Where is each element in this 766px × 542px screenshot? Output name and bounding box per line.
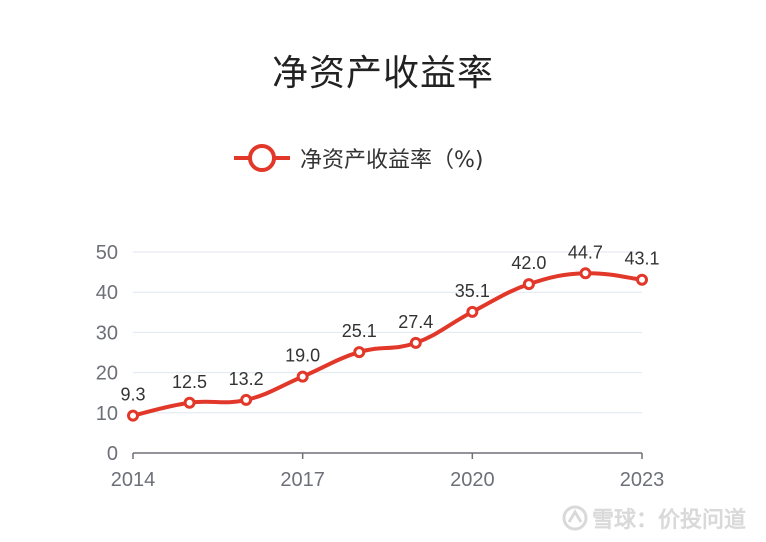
y-tick-label-30: 30 (96, 322, 118, 344)
chart-title: 净资产收益率 (271, 53, 494, 94)
x-tick-label-2017: 2017 (280, 469, 325, 491)
data-label-2016: 13.2 (229, 369, 264, 389)
legend-label: 净资产收益率（%) (300, 148, 484, 173)
data-label-2019: 27.4 (398, 312, 433, 332)
data-label-2014: 9.3 (120, 385, 145, 405)
data-point-2020 (466, 305, 479, 318)
data-point-2021 (522, 278, 535, 291)
data-point-2016 (240, 393, 253, 406)
legend-line-marker-icon (234, 144, 290, 172)
data-point-2019 (409, 336, 422, 349)
data-label-2018: 25.1 (342, 321, 377, 341)
data-label-2023: 43.1 (624, 249, 659, 269)
data-label-2021: 42.0 (511, 253, 546, 273)
data-point-2022 (579, 267, 592, 280)
series-line (132, 271, 643, 418)
y-tick-label-10: 10 (96, 403, 118, 425)
data-point-2018 (353, 346, 366, 359)
x-tick-label-2014: 2014 (111, 469, 156, 491)
data-label-2020: 35.1 (455, 281, 490, 301)
y-tick-label-40: 40 (96, 282, 118, 304)
x-tick-label-2023: 2023 (620, 469, 665, 491)
y-tick-label-50: 50 (96, 242, 118, 264)
data-point-2014 (127, 409, 139, 422)
data-point-2015 (183, 396, 196, 409)
watermark-text: 雪球：价投问道 (591, 508, 746, 533)
x-tick-label-2020: 2020 (450, 469, 495, 491)
y-tick-label-0: 0 (107, 443, 118, 465)
data-label-2022: 44.7 (568, 242, 603, 262)
watermark: 雪球：价投问道 (562, 502, 746, 534)
data-point-2023 (636, 273, 648, 286)
snowball-logo-icon (562, 505, 588, 531)
data-point-2017 (296, 370, 309, 383)
data-label-2015: 12.5 (172, 372, 207, 392)
y-tick-label-20: 20 (96, 363, 118, 385)
legend[interactable]: 净资产收益率（%) (232, 138, 484, 178)
data-label-2017: 19.0 (285, 346, 320, 366)
